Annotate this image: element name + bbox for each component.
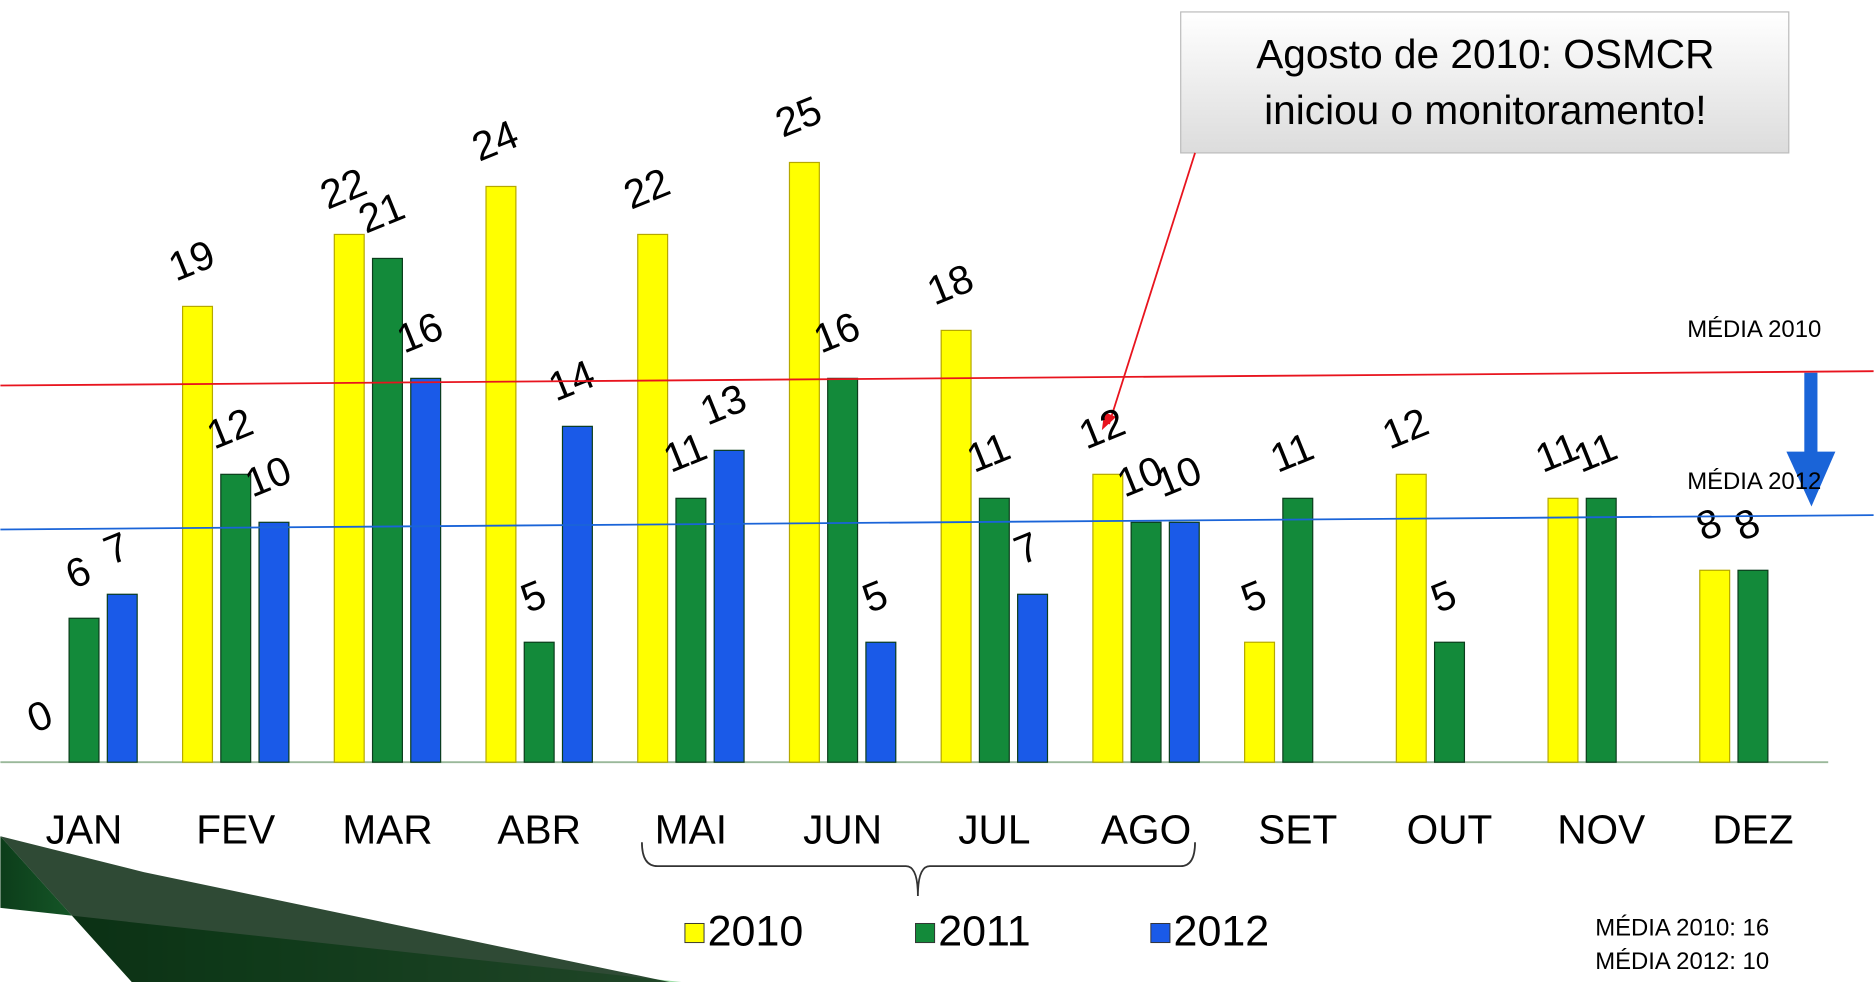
callout-box <box>1180 11 1790 154</box>
data-label: 18 <box>921 255 980 315</box>
legend-swatch <box>915 922 936 944</box>
data-label: 13 <box>694 375 753 435</box>
data-label: 25 <box>769 87 828 147</box>
x-tick-label: ABR <box>497 806 580 852</box>
data-label: 19 <box>162 231 221 291</box>
data-label: 5 <box>1234 571 1272 622</box>
bar <box>371 257 403 763</box>
x-tick-label: JUN <box>803 806 882 852</box>
bar <box>220 473 252 763</box>
bar <box>1244 641 1276 763</box>
data-label: 22 <box>617 159 676 219</box>
bars <box>68 161 1769 763</box>
data-label: 11 <box>1264 423 1320 481</box>
legend-swatch <box>684 922 705 944</box>
bar <box>410 377 442 763</box>
bar <box>978 497 1010 763</box>
data-label: 5 <box>856 571 894 622</box>
bar <box>1017 593 1049 763</box>
data-label: 5 <box>514 571 552 622</box>
data-label: 8 <box>1690 499 1728 550</box>
brace <box>641 842 1196 896</box>
data-label: 10 <box>1149 446 1208 506</box>
bar <box>1395 473 1427 763</box>
x-tick-label: MAI <box>655 806 727 852</box>
data-label: 24 <box>465 111 524 171</box>
bar <box>940 329 972 763</box>
bar <box>675 497 707 763</box>
x-tick-label: JAN <box>46 806 123 852</box>
x-tick-label: SET <box>1258 806 1337 852</box>
bar <box>523 641 555 763</box>
data-label: 8 <box>1728 499 1766 550</box>
bar <box>181 305 214 763</box>
footnote: MÉDIA 2010: 16 <box>1595 915 1769 942</box>
mean-line <box>0 514 1874 531</box>
bar <box>485 185 517 763</box>
legend-label: 2012 <box>1174 908 1270 956</box>
x-tick-label: FEV <box>196 806 275 852</box>
callout-text: iniciou o monitoramento! <box>1264 87 1706 133</box>
x-tick-label: NOV <box>1557 806 1645 852</box>
x-tick-label: DEZ <box>1712 806 1793 852</box>
bar <box>1130 521 1162 763</box>
bar <box>1282 497 1314 763</box>
callout-arrow <box>1108 152 1196 425</box>
bar <box>68 617 100 763</box>
data-label: 12 <box>1376 399 1435 459</box>
mean-line-label: MÉDIA 2010 <box>1687 316 1821 343</box>
data-label: 11 <box>1567 423 1623 481</box>
bar <box>1737 569 1769 763</box>
data-label: 12 <box>1072 399 1131 459</box>
bar <box>713 449 745 763</box>
data-label: 7 <box>1007 523 1045 574</box>
bar <box>561 425 593 763</box>
bar <box>1433 641 1466 763</box>
mean-line <box>0 370 1874 387</box>
bar <box>106 593 138 763</box>
data-label: 6 <box>59 547 97 598</box>
mean-line-label: MÉDIA 2012 <box>1687 468 1821 495</box>
bar <box>865 641 897 763</box>
legend-label: 2011 <box>938 908 1030 956</box>
data-label: 0 <box>21 691 59 742</box>
down-arrow <box>1786 451 1836 507</box>
callout-text: Agosto de 2010: OSMCR <box>1256 31 1714 77</box>
callout-arrow-head <box>1101 412 1117 431</box>
x-tick-label: MAR <box>342 806 432 852</box>
bar <box>637 233 669 763</box>
x-tick-label: JUL <box>958 806 1030 852</box>
decoration <box>0 836 670 982</box>
bar <box>1585 497 1617 763</box>
bar <box>1547 497 1579 763</box>
bar <box>258 521 290 763</box>
x-tick-label: AGO <box>1101 806 1191 852</box>
data-label: 7 <box>97 523 135 574</box>
legend-swatch <box>1150 922 1171 944</box>
down-arrow <box>1804 372 1818 469</box>
bar <box>788 161 820 763</box>
data-label: 5 <box>1424 571 1462 622</box>
bar <box>333 233 365 763</box>
footnote: MÉDIA 2012: 10 <box>1595 948 1769 975</box>
bar <box>1699 569 1731 763</box>
x-tick-label: OUT <box>1407 806 1493 852</box>
bar <box>1092 473 1124 763</box>
bar <box>1168 521 1200 763</box>
bar <box>827 377 859 763</box>
legend-label: 2010 <box>708 908 804 956</box>
